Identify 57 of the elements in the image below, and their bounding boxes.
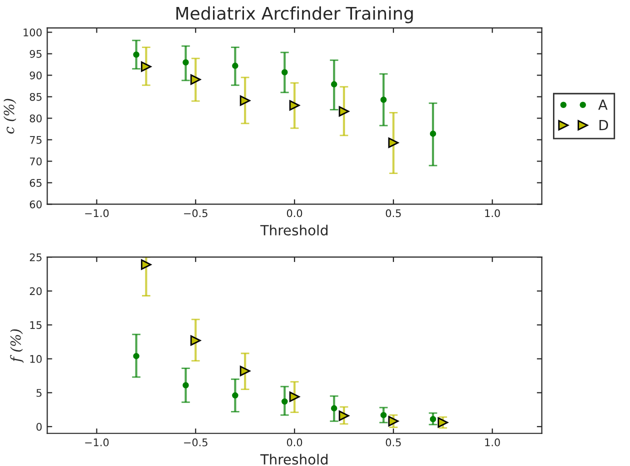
x-tick-label: −1.0 bbox=[85, 209, 109, 218]
chart-title: Mediatrix Arcfinder Training bbox=[176, 6, 413, 24]
point bbox=[338, 106, 350, 117]
point bbox=[289, 392, 300, 402]
legend-label: D bbox=[599, 120, 608, 130]
point bbox=[430, 130, 436, 137]
point bbox=[289, 100, 300, 111]
y-tick-label: 25 bbox=[30, 253, 42, 262]
y-axis-title: f (%) bbox=[10, 329, 24, 363]
y-tick-label: 80 bbox=[30, 114, 42, 122]
point bbox=[430, 416, 436, 422]
point bbox=[140, 61, 152, 72]
x-tick-label: 0.0 bbox=[286, 209, 302, 218]
legend-label: A bbox=[598, 100, 608, 110]
x-tick-label: 1.0 bbox=[485, 438, 500, 446]
point bbox=[330, 405, 338, 412]
y-tick-label: 85 bbox=[30, 92, 42, 101]
x-tick-label: −1.0 bbox=[85, 438, 109, 446]
point bbox=[282, 398, 288, 405]
x-tick-label: −0.5 bbox=[184, 209, 208, 218]
point bbox=[330, 81, 338, 88]
x-axis-title: Threshold bbox=[260, 224, 328, 236]
y-tick-label: 60 bbox=[30, 200, 42, 208]
point bbox=[240, 95, 250, 106]
point bbox=[140, 259, 152, 270]
x-tick-label: −0.5 bbox=[184, 438, 208, 446]
y-tick-label: 70 bbox=[30, 157, 42, 166]
point bbox=[282, 69, 288, 76]
point bbox=[182, 59, 189, 66]
y-tick-label: 10 bbox=[30, 355, 42, 363]
point bbox=[380, 96, 387, 103]
point bbox=[338, 410, 350, 421]
y-tick-label: 100 bbox=[24, 28, 42, 36]
point bbox=[190, 335, 201, 346]
x-tick-label: 0.5 bbox=[386, 438, 401, 446]
x-axis-title: Threshold bbox=[260, 454, 328, 465]
y-tick-label: 15 bbox=[30, 321, 42, 330]
point bbox=[232, 62, 238, 69]
y-tick-label: 65 bbox=[30, 178, 42, 187]
point bbox=[182, 382, 189, 388]
x-tick-label: 0.0 bbox=[286, 438, 302, 446]
y-tick-label: 0 bbox=[36, 422, 42, 431]
point bbox=[133, 352, 140, 360]
y-tick-label: 95 bbox=[30, 50, 42, 58]
y-tick-label: 20 bbox=[30, 287, 42, 296]
point bbox=[240, 366, 250, 376]
x-tick-label: 1.0 bbox=[485, 209, 500, 218]
x-tick-label: 0.5 bbox=[386, 209, 401, 218]
point bbox=[380, 412, 387, 418]
y-tick-label: 75 bbox=[30, 136, 42, 144]
y-tick-label: 5 bbox=[36, 389, 42, 397]
point bbox=[232, 392, 238, 399]
y-tick-label: 90 bbox=[30, 71, 42, 80]
y-axis-title: c (%) bbox=[4, 98, 16, 134]
point bbox=[388, 138, 399, 148]
point bbox=[190, 74, 201, 85]
point bbox=[133, 51, 140, 58]
